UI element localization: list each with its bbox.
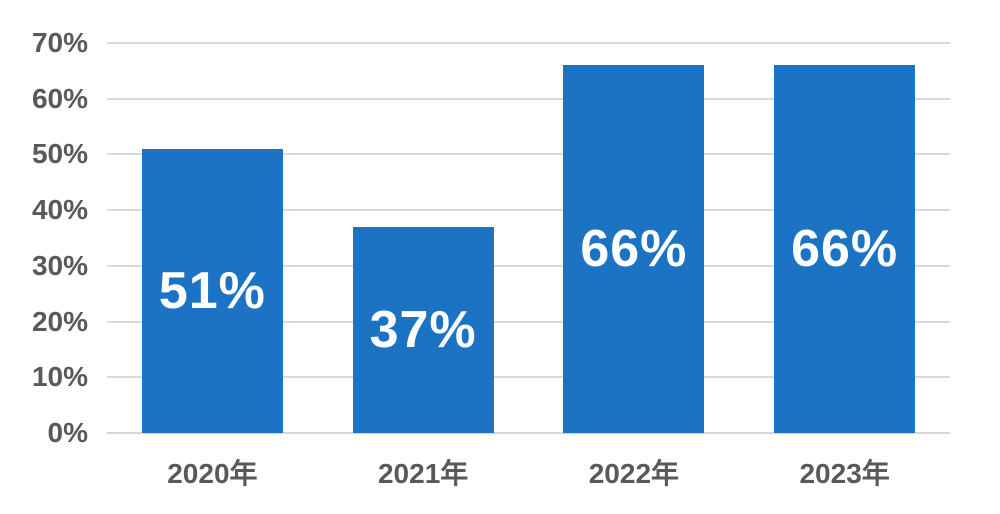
y-tick-label: 10% <box>31 361 88 393</box>
bar-value-label: 51% <box>158 261 266 320</box>
gridline <box>107 153 950 156</box>
x-tick-label: 2022年 <box>588 458 680 489</box>
gridline <box>107 209 950 212</box>
bar-2023年: 66% <box>774 65 916 433</box>
bars: 51% 37% 66% 66% <box>107 43 950 433</box>
x-tick-label: 2020年 <box>167 458 258 489</box>
x-tick-label: 2021年 <box>377 458 469 489</box>
gridline <box>107 42 950 44</box>
y-tick-label: 0% <box>47 417 88 448</box>
bar-value-label: 66% <box>580 220 688 279</box>
y-axis: 0% 10% 20% 30% 40% 50% 60% 70% <box>0 0 88 514</box>
plot-area: 51% 37% 66% 66% <box>107 42 950 434</box>
gridline <box>107 264 950 267</box>
bar-value-label: 66% <box>791 220 899 279</box>
x-tick-label: 2023年 <box>799 458 890 489</box>
bar-2022年: 66% <box>563 65 705 433</box>
bar-2020年: 51% <box>141 148 283 433</box>
gridline <box>107 376 950 379</box>
gridlines <box>107 42 950 434</box>
y-tick-label: 40% <box>31 194 88 226</box>
bar-value-label: 37% <box>369 300 477 359</box>
bar-2021年: 37% <box>352 226 494 433</box>
y-tick-label: 50% <box>31 138 88 170</box>
y-tick-label: 20% <box>31 305 88 337</box>
axis-line <box>107 432 950 434</box>
x-axis: 2020年 2021年 2022年 2023年 <box>0 458 1000 499</box>
gridline <box>107 97 950 100</box>
y-tick-label: 70% <box>31 27 88 58</box>
y-tick-label: 30% <box>31 249 88 281</box>
gridline <box>107 320 950 323</box>
y-tick-label: 60% <box>31 82 88 114</box>
